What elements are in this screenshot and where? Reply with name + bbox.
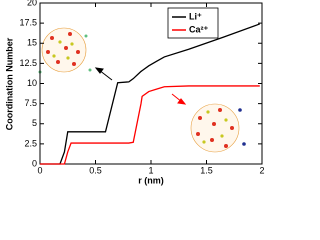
y-tick-label: 5 [32,118,37,128]
legend-box [167,7,219,39]
x-tick-label: 0.5 [89,165,102,175]
x-tick-label: 1 [148,165,153,175]
arrow [94,67,113,81]
legend-label: Ca²⁺ [189,24,209,34]
x-tick-label: 1.5 [200,165,213,175]
molecule-image [190,103,246,153]
line-series [40,85,260,165]
legend-label: Li⁺ [189,11,202,21]
y-tick-label: 7.5 [24,98,37,108]
molecule-image [38,27,92,74]
y-tick-label: 12.5 [19,58,37,68]
y-tick-label: 20 [27,0,37,7]
y-axis-label: Coordination Number [4,37,14,130]
line-series [40,23,261,165]
y-tick-label: 10 [27,78,37,88]
y-tick-label: 17.5 [19,18,37,28]
x-tick-label: 0 [37,165,42,175]
chart: r (nm) Coordination Number 0 0.5 1 1.5 202.5… [4,0,264,185]
x-axis-label: r (nm) [138,175,164,185]
x-tick-label: 2 [259,165,264,175]
y-tick-label: 2.5 [24,138,37,148]
arrow [171,93,187,105]
y-tick-label: 0 [32,158,37,168]
y-tick-label: 15 [27,38,37,48]
